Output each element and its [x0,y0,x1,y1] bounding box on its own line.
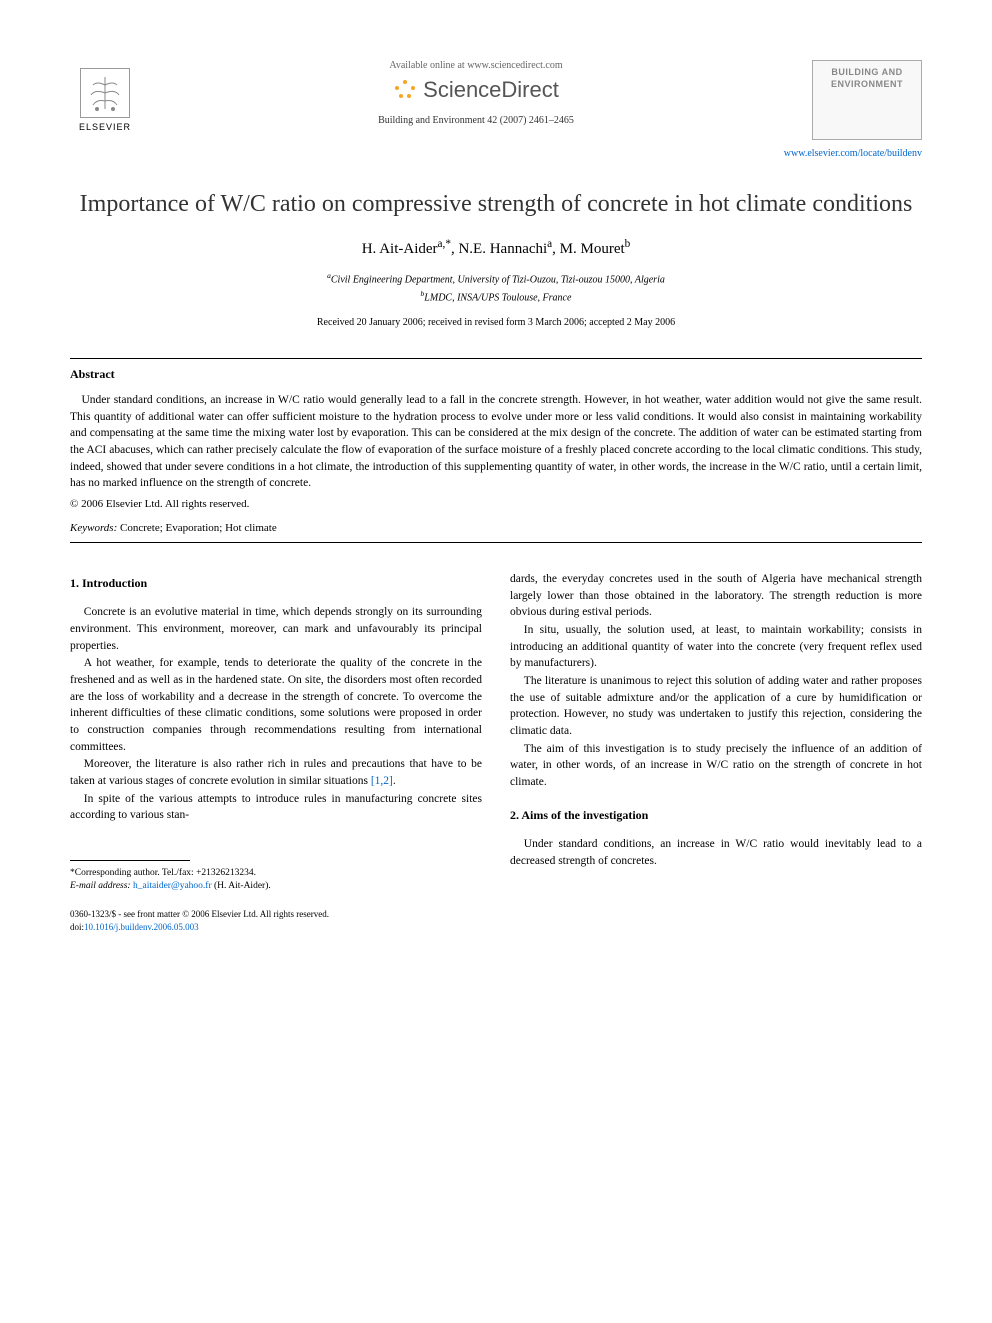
email-label: E-mail address: [70,881,131,891]
intro-para-1: Concrete is an evolutive material in tim… [70,604,482,654]
col2-para-4: The aim of this investigation is to stud… [510,741,922,791]
intro-para-3-text: Moreover, the literature is also rather … [70,758,482,787]
affiliation-a: aCivil Engineering Department, Universit… [70,270,922,287]
abstract-copyright: © 2006 Elsevier Ltd. All rights reserved… [70,498,922,510]
section-1-heading: 1. Introduction [70,575,482,592]
sciencedirect-text: ScienceDirect [423,77,559,103]
body-columns: 1. Introduction Concrete is an evolutive… [70,571,922,934]
article-title: Importance of W/C ratio on compressive s… [70,189,922,220]
citation-link[interactable]: [1,2] [371,775,393,787]
doi-label: doi: [70,922,84,932]
footnote-separator [70,860,190,861]
intro-para-2: A hot weather, for example, tends to det… [70,655,482,755]
col2-para-3: The literature is unanimous to reject th… [510,673,922,740]
col2-para-1: dards, the everyday concretes used in th… [510,571,922,621]
email-author-name: (H. Ait-Aider). [214,881,271,891]
keywords-label: Keywords: [70,522,117,534]
journal-cover-line2: ENVIRONMENT [831,79,903,91]
elsevier-logo: ELSEVIER [70,60,140,140]
divider-bottom [70,542,922,543]
corresponding-author: *Corresponding author. Tel./fax: +213262… [70,867,482,880]
journal-reference: Building and Environment 42 (2007) 2461–… [160,115,792,126]
journal-cover-block: BUILDING AND ENVIRONMENT [812,60,922,140]
header-row: ELSEVIER Available online at www.science… [70,60,922,140]
column-left: 1. Introduction Concrete is an evolutive… [70,571,482,934]
column-right: dards, the everyday concretes used in th… [510,571,922,934]
sciencedirect-logo: ScienceDirect [160,77,792,103]
affiliation-b: bLMDC, INSA/UPS Toulouse, France [70,288,922,305]
affiliation-a-text: Civil Engineering Department, University… [331,275,665,286]
footer: 0360-1323/$ - see front matter © 2006 El… [70,908,482,934]
abstract-text: Under standard conditions, an increase i… [70,392,922,492]
affiliation-b-text: LMDC, INSA/UPS Toulouse, France [424,292,571,303]
footnote: *Corresponding author. Tel./fax: +213262… [70,867,482,894]
elsevier-tree-icon [80,68,130,118]
section-2-heading: 2. Aims of the investigation [510,807,922,824]
elsevier-label: ELSEVIER [79,122,131,132]
doi-link[interactable]: 10.1016/j.buildenv.2006.05.003 [84,922,199,932]
journal-url-text: www.elsevier.com/locate/buildenv [784,148,922,159]
sciencedirect-icon [393,78,417,102]
journal-url[interactable]: www.elsevier.com/locate/buildenv [70,148,922,159]
tree-icon [83,71,127,115]
email-line: E-mail address: h_aitaider@yahoo.fr (H. … [70,880,482,893]
article-dates: Received 20 January 2006; received in re… [70,317,922,328]
journal-cover-line1: BUILDING AND [831,67,902,79]
divider-top [70,358,922,359]
aims-para-1: Under standard conditions, an increase i… [510,836,922,869]
col2-para-2: In situ, usually, the solution used, at … [510,622,922,672]
keywords: Keywords: Concrete; Evaporation; Hot cli… [70,522,922,534]
email-address[interactable]: h_aitaider@yahoo.fr [133,881,212,891]
intro-para-4: In spite of the various attempts to intr… [70,791,482,824]
page: ELSEVIER Available online at www.science… [0,0,992,984]
doi-line: doi:10.1016/j.buildenv.2006.05.003 [70,921,482,934]
available-online-text: Available online at www.sciencedirect.co… [160,60,792,71]
keywords-text: Concrete; Evaporation; Hot climate [120,522,277,534]
center-header: Available online at www.sciencedirect.co… [140,60,812,126]
abstract-heading: Abstract [70,367,922,382]
intro-para-3: Moreover, the literature is also rather … [70,756,482,789]
authors: H. Ait-Aidera,*, N.E. Hannachia, M. Mour… [70,238,922,258]
affiliations: aCivil Engineering Department, Universit… [70,270,922,305]
journal-cover: BUILDING AND ENVIRONMENT [812,60,922,140]
front-matter: 0360-1323/$ - see front matter © 2006 El… [70,908,482,921]
